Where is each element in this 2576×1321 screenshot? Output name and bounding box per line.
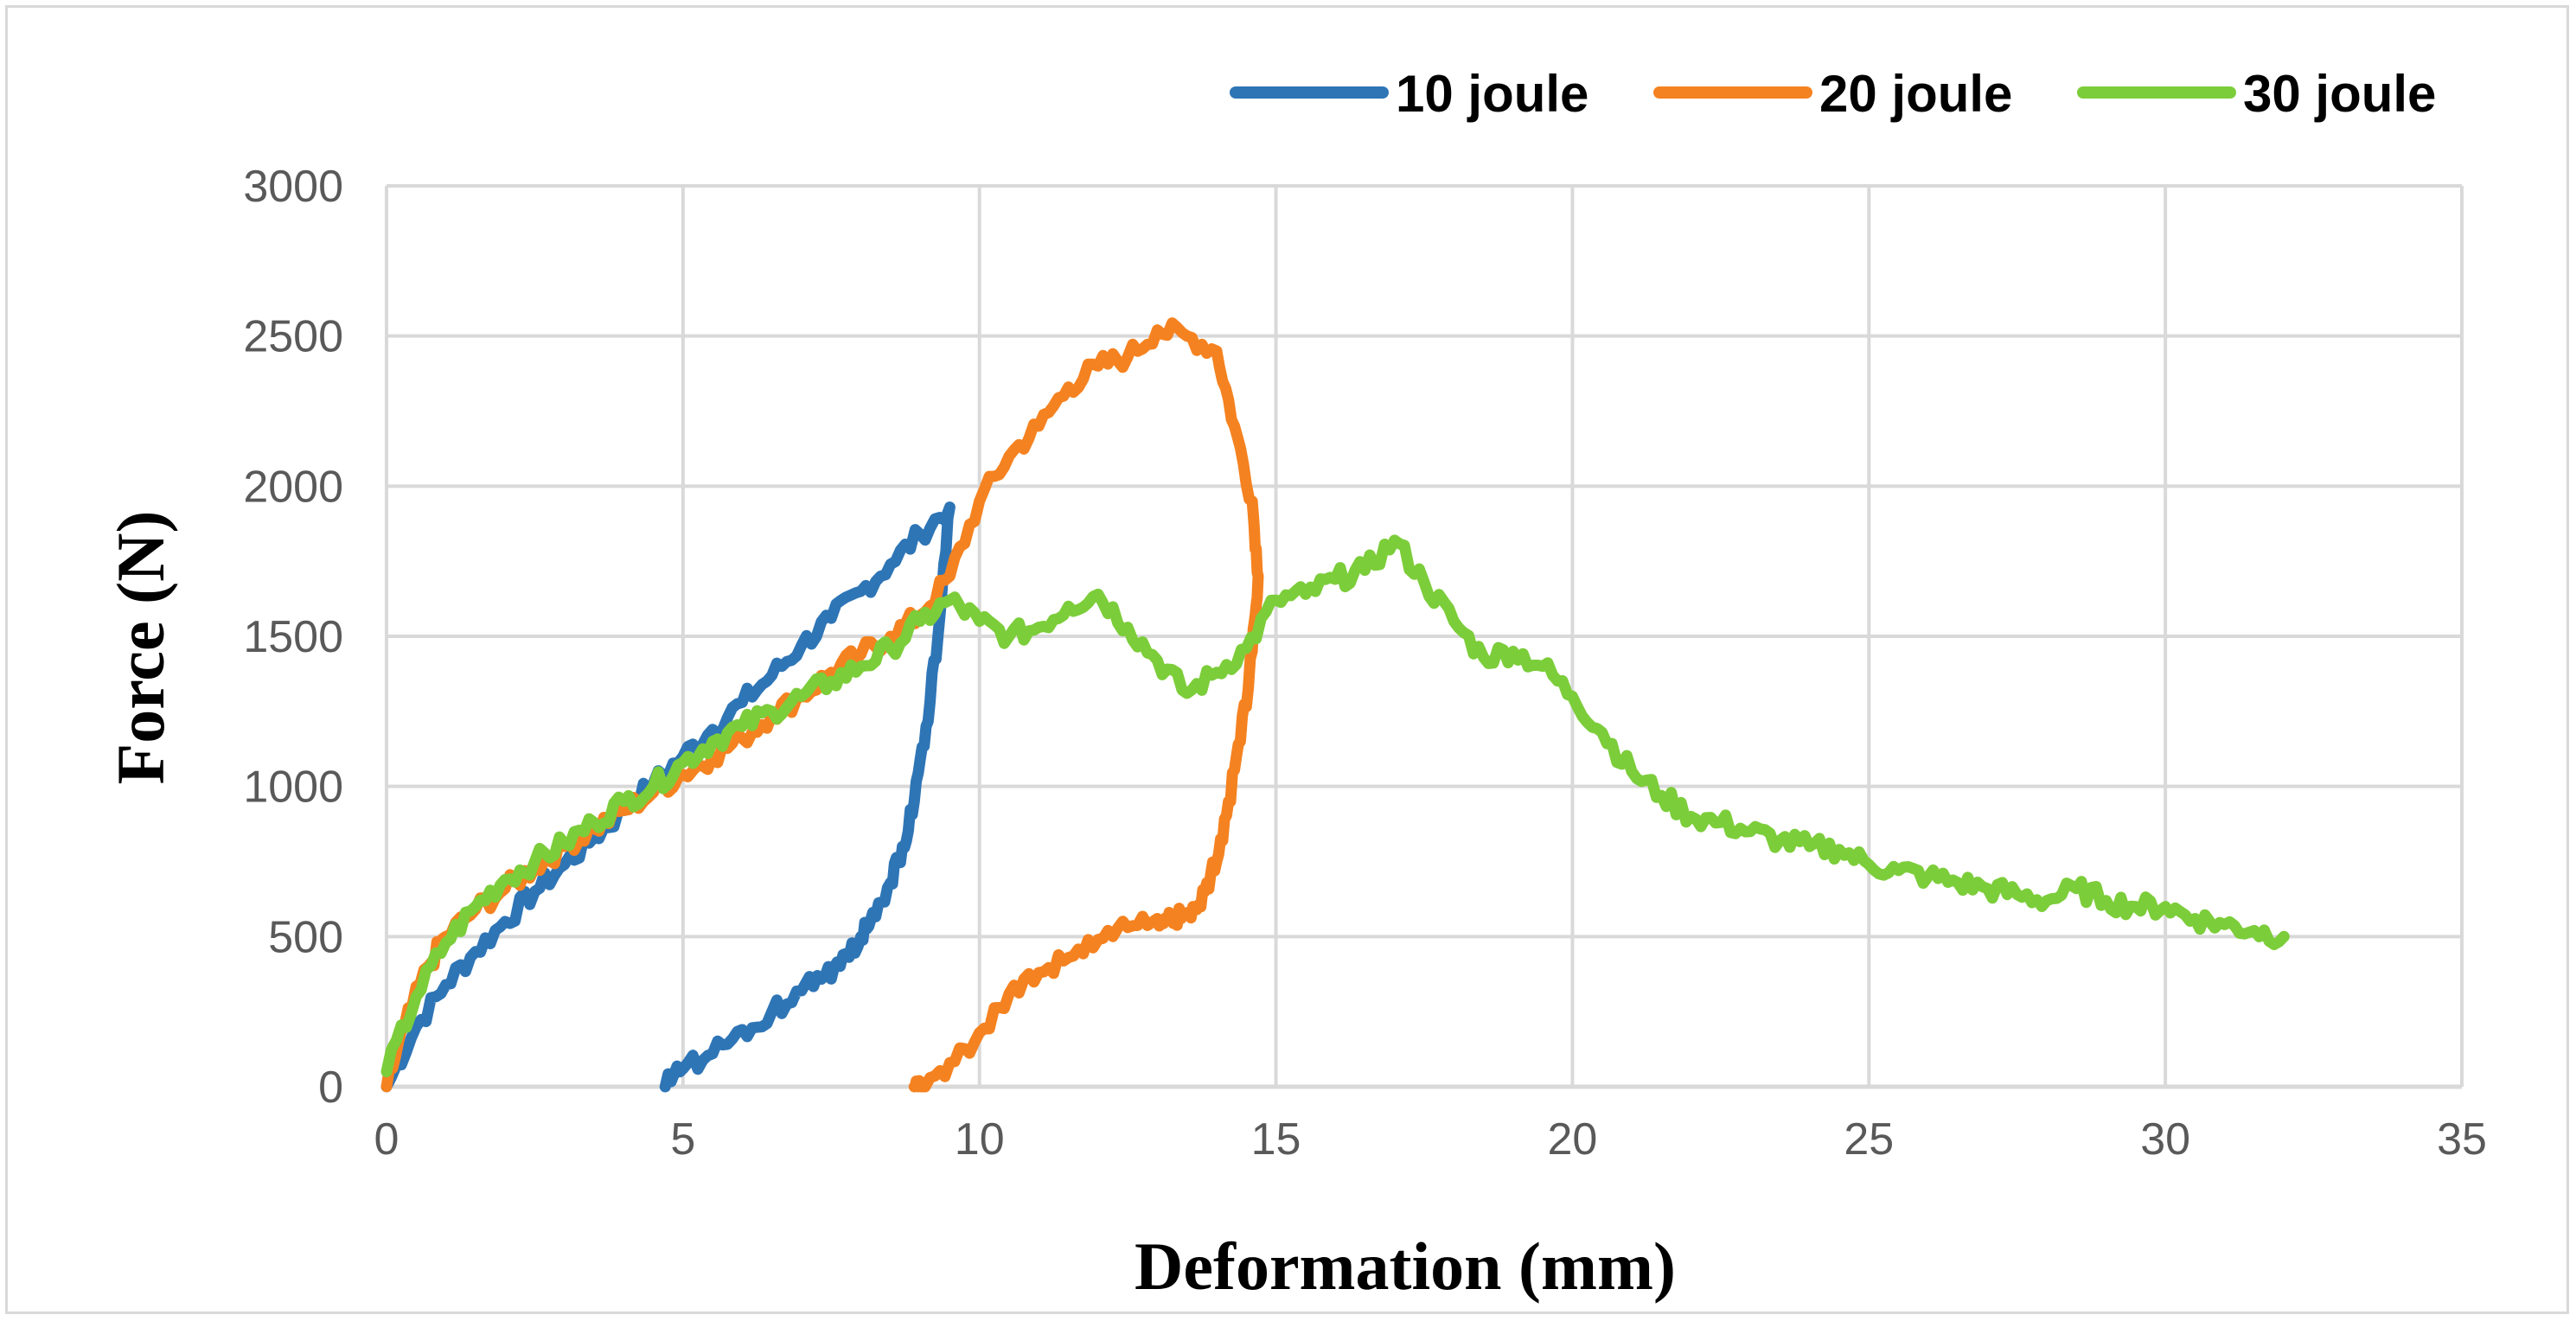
y-tick-label: 1500 bbox=[243, 612, 343, 662]
grid-lines bbox=[385, 184, 2464, 1089]
x-tick-label: 0 bbox=[374, 1114, 400, 1165]
x-tick-label: 15 bbox=[1251, 1114, 1301, 1165]
legend-label: 30 joule bbox=[2243, 65, 2436, 123]
x-tick-label: 25 bbox=[1844, 1114, 1894, 1165]
legend-label: 10 joule bbox=[1396, 65, 1588, 123]
y-tick-label: 3000 bbox=[243, 162, 343, 212]
x-tick-label: 10 bbox=[955, 1114, 1005, 1165]
y-tick-label: 1000 bbox=[243, 763, 343, 813]
y-tick-label: 2000 bbox=[243, 462, 343, 512]
series-lines bbox=[380, 317, 2290, 1093]
x-tick-label: 20 bbox=[1548, 1114, 1598, 1165]
chart-frame: 0 5 10 15 20 25 30 35 0 500 1000 1500 2000 2500 3000 … bbox=[5, 5, 2569, 1314]
y-tick-label: 500 bbox=[268, 912, 343, 962]
series-line-30-joule bbox=[380, 534, 2290, 1078]
legend-label: 20 joule bbox=[1819, 65, 2012, 123]
x-tick-label: 30 bbox=[2140, 1114, 2190, 1165]
x-tick-labels: 0 5 10 15 20 25 30 35 bbox=[374, 1114, 2487, 1165]
x-axis-title: Deformation (mm) bbox=[1135, 1228, 1676, 1304]
x-tick-label: 5 bbox=[670, 1114, 695, 1165]
force-deformation-chart: 0 5 10 15 20 25 30 35 050010001500200025003000 … bbox=[103, 65, 2487, 1304]
series-line-10-joule bbox=[380, 501, 956, 1093]
y-axis-title: Force (N) bbox=[103, 511, 178, 785]
y-tick-label: 2500 bbox=[243, 312, 343, 362]
x-tick-label: 35 bbox=[2437, 1114, 2487, 1165]
y-tick-label: 0 bbox=[318, 1063, 343, 1113]
y-tick-labels: 0 500 1000 1500 2000 2500 3000 bbox=[243, 162, 343, 1113]
legend: 10 joule 20 joule 30 joule bbox=[1230, 65, 2436, 123]
